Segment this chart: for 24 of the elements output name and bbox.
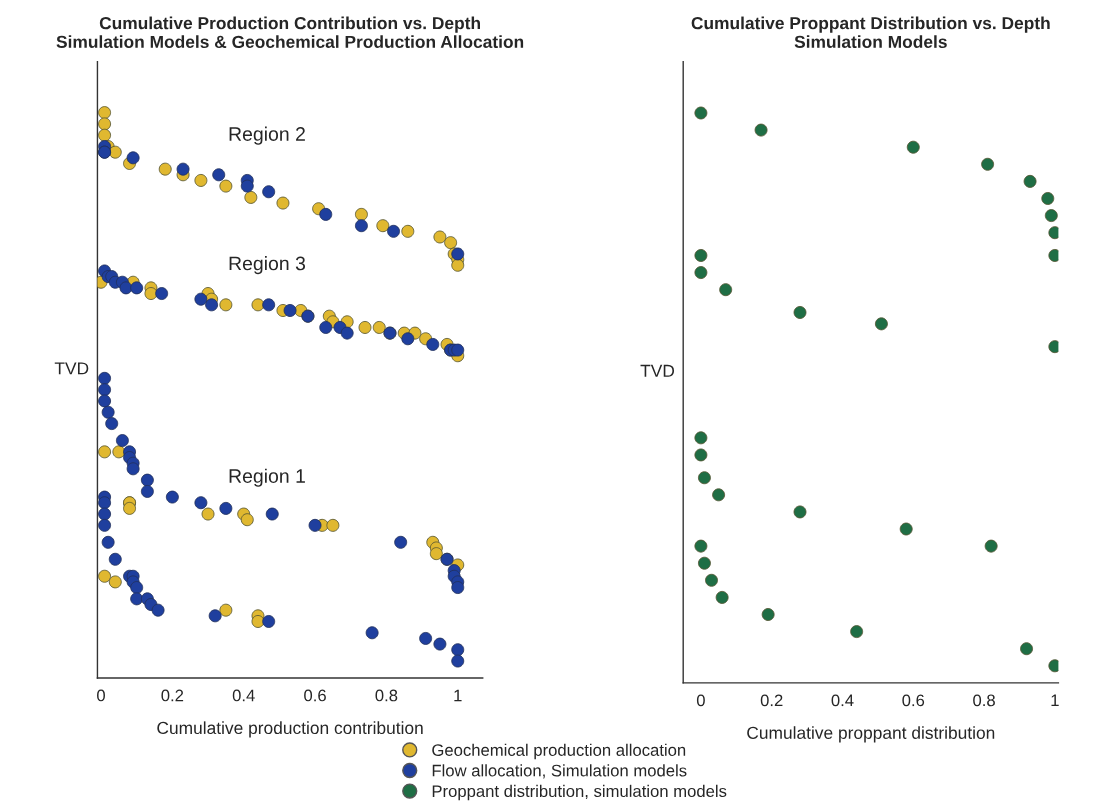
x-tick-label: 0.6 [304, 689, 326, 702]
x-tick-label: 0.2 [760, 694, 783, 707]
x-tick-label: 0 [696, 694, 705, 707]
x-tick-label: 1 [454, 689, 462, 702]
chart-title: Cumulative Production Contribution vs. Depth Simulation Models & Geochemical Production Allocation [56, 16, 524, 48]
legend-label: Geochemical production allocation [432, 743, 686, 760]
y-axis-title: TVD [54, 362, 89, 375]
x-tick-label: 1 [1051, 694, 1059, 707]
x-tick-label: 0.8 [375, 689, 398, 702]
x-axis-title: Cumulative proppant distribution [747, 726, 995, 743]
x-axis-title: Cumulative production contribution [157, 721, 423, 738]
x-tick-label: 0 [97, 689, 105, 702]
legend-label: Proppant distribution, simulation models [432, 784, 727, 801]
legend-label: Flow allocation, Simulation models [432, 764, 687, 779]
x-tick-label: 0.4 [232, 689, 255, 702]
annotation: Region 2 [229, 126, 305, 145]
y-axis-title: TVD [640, 364, 675, 377]
x-tick-label: 0.2 [161, 689, 184, 702]
x-tick-label: 0.6 [902, 694, 925, 707]
chart-title: Cumulative Proppant Distribution vs. Depth Simulation Models [691, 16, 1050, 48]
annotation: Region 3 [229, 256, 306, 275]
annotation: Region 1 [229, 468, 305, 487]
x-tick-label: 0.8 [973, 694, 995, 707]
x-tick-label: 0.4 [831, 694, 854, 707]
